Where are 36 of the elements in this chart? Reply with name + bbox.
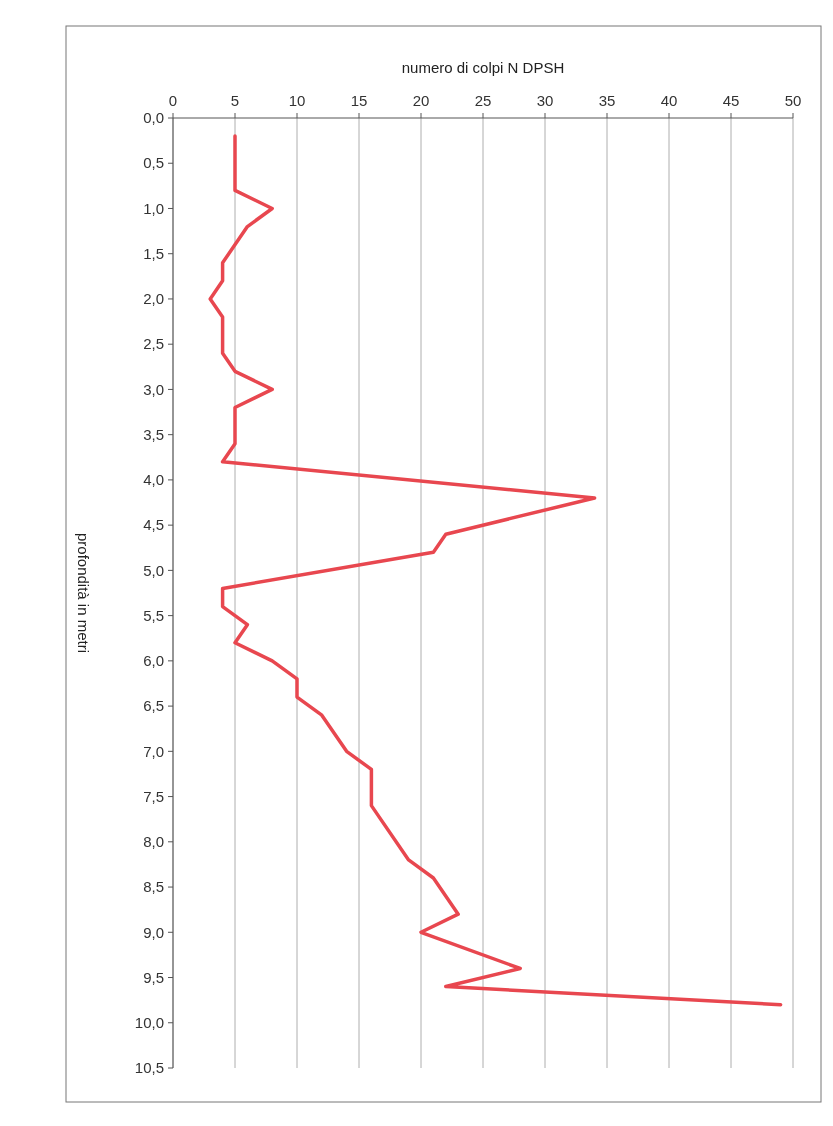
y-tick-label: 2,5 [143,335,164,353]
y-tick-label: 2,0 [143,290,164,308]
y-tick-label: 5,5 [143,606,164,624]
x-tick-label: 10 [288,92,306,109]
y-tick-label: 9,0 [143,923,164,941]
y-tick-label: 10,5 [134,1059,164,1077]
y-tick-label: 5,0 [143,561,164,579]
y-tick-label: 3,5 [143,425,164,443]
line-series [208,134,783,1007]
y-tick-label: 7,0 [143,742,164,760]
x-tick-label: 45 [722,92,740,109]
y-axis-title: profondità in metri [75,532,92,654]
x-tick-label: 25 [474,92,492,109]
y-tick-label: 9,5 [143,968,164,986]
y-tick-label: 1,0 [143,199,164,217]
y-tick-label: 1,5 [143,244,164,262]
y-tick-label: 8,5 [143,878,164,896]
y-tick-label: 6,5 [143,697,164,715]
x-tick-label: 0 [168,92,178,109]
y-tick-label: 8,0 [143,833,164,851]
y-tick-label: 0,0 [143,109,164,127]
x-tick-label: 15 [350,92,368,109]
y-tick-label: 3,0 [143,380,164,398]
y-tick-label: 10,0 [134,1014,164,1032]
y-tick-label: 0,5 [143,154,164,172]
y-tick-label: 4,5 [143,516,164,534]
x-axis-title: numero di colpi N DPSH [401,59,565,76]
x-tick-label: 35 [598,92,616,109]
y-tick-label: 6,0 [143,652,164,670]
y-tick-label: 4,0 [143,471,164,489]
x-tick-label: 20 [412,92,430,109]
x-tick-label: 30 [536,92,554,109]
x-tick-label: 40 [660,92,678,109]
x-tick-label: 50 [784,92,802,109]
x-tick-label: 5 [230,92,240,109]
y-tick-label: 7,5 [143,787,164,805]
